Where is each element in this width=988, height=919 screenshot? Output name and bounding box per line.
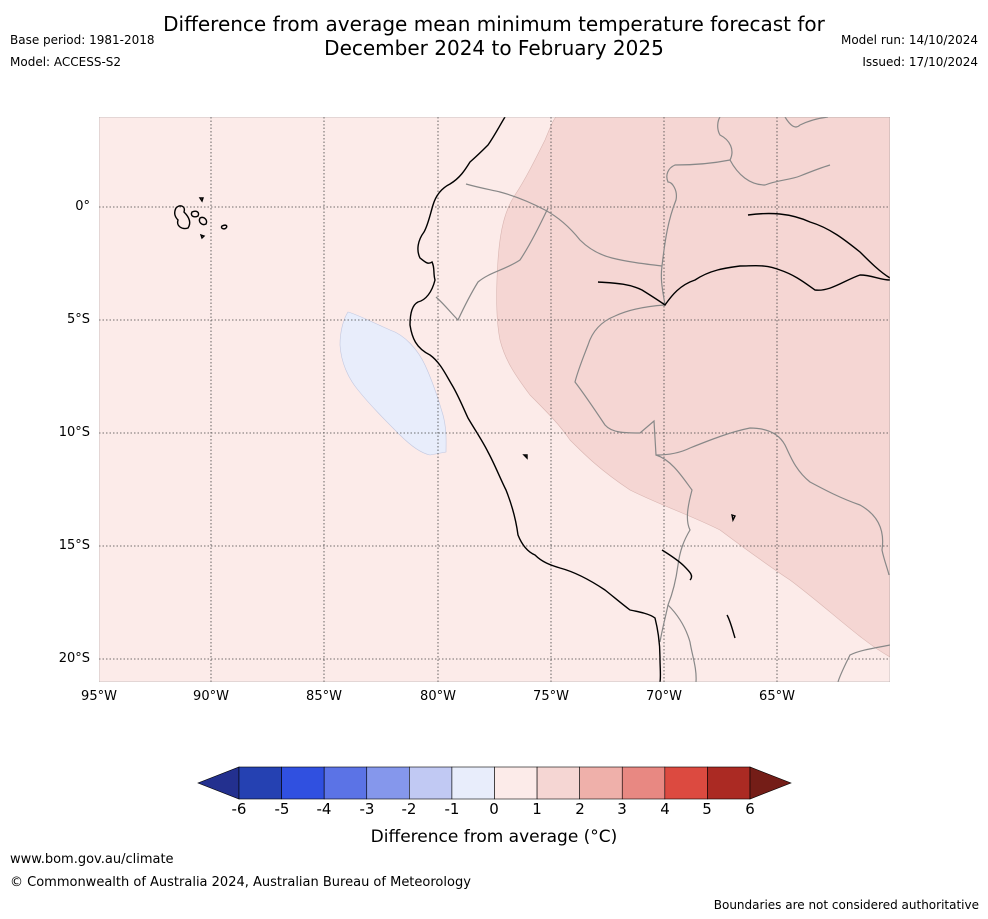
cb-tick-minus3: -3 — [359, 800, 375, 818]
lon-label-70w: 70°W — [646, 689, 682, 704]
lon-label-65w: 65°W — [759, 689, 795, 704]
lon-label-80w: 80°W — [420, 689, 456, 704]
lat-label-5s: 5°S — [66, 312, 90, 327]
lat-label-0: 0° — [75, 199, 90, 214]
colorbar-segment — [579, 766, 623, 800]
lat-label-20s: 20°S — [58, 651, 90, 666]
base-period: Base period: 1981-2018 — [10, 33, 155, 47]
cb-tick-1: 1 — [532, 800, 542, 818]
cb-tick-4: 4 — [660, 800, 670, 818]
colorbar-segment — [323, 766, 368, 800]
colorbar-label: Difference from average (°C) — [370, 827, 618, 847]
colorbar-segment — [494, 766, 538, 800]
title-line-2: December 2024 to February 2025 — [324, 36, 664, 60]
cb-tick-minus1: -1 — [444, 800, 460, 818]
meta-left: Base period: 1981-2018 Model: ACCESS-S2 — [10, 29, 155, 73]
coastline — [173, 117, 890, 682]
country-borders — [435, 117, 890, 682]
colorbar-segment — [664, 766, 708, 800]
copyright-text: © Commonwealth of Australia 2024, Austra… — [10, 875, 471, 890]
disclaimer-text: Boundaries are not considered authoritat… — [713, 898, 979, 912]
colorbar-extend-high — [749, 766, 792, 800]
website-text: www.bom.gov.au/climate — [10, 852, 174, 867]
cb-tick-6: 6 — [745, 800, 755, 818]
colorbar-segment — [707, 766, 751, 800]
meta-right: Model run: 14/10/2024 Issued: 17/10/2024 — [841, 29, 978, 73]
graticule — [99, 117, 890, 682]
lon-label-90w: 90°W — [193, 689, 229, 704]
colorbar-segment — [536, 766, 580, 800]
colorbar-segment — [621, 766, 666, 800]
cb-tick-2: 2 — [575, 800, 585, 818]
chart-title: Difference from average mean minimum tem… — [0, 12, 988, 60]
cb-tick-minus6: -6 — [231, 800, 247, 818]
cb-tick-5: 5 — [702, 800, 712, 818]
colorbar-segment — [409, 766, 453, 800]
cb-tick-3: 3 — [617, 800, 627, 818]
colorbar-segment — [366, 766, 410, 800]
colorbar-segment — [238, 766, 282, 800]
title-line-1: Difference from average mean minimum tem… — [163, 12, 825, 36]
colorbar-segment — [451, 766, 495, 800]
lon-label-75w: 75°W — [533, 689, 569, 704]
lat-label-15s: 15°S — [58, 538, 90, 553]
lon-label-95w: 95°W — [81, 689, 117, 704]
model-name: Model: ACCESS-S2 — [10, 55, 122, 69]
lon-label-85w: 85°W — [306, 689, 342, 704]
cb-tick-0: 0 — [489, 800, 499, 818]
model-run: Model run: 14/10/2024 — [840, 33, 978, 47]
colorbar-segment — [281, 766, 325, 800]
cb-tick-minus2: -2 — [401, 800, 417, 818]
lat-label-10s: 10°S — [58, 425, 90, 440]
issued-date: Issued: 17/10/2024 — [862, 55, 978, 69]
colorbar-extend-low — [197, 766, 240, 800]
cb-tick-minus4: -4 — [316, 800, 332, 818]
cb-tick-minus5: -5 — [274, 800, 290, 818]
